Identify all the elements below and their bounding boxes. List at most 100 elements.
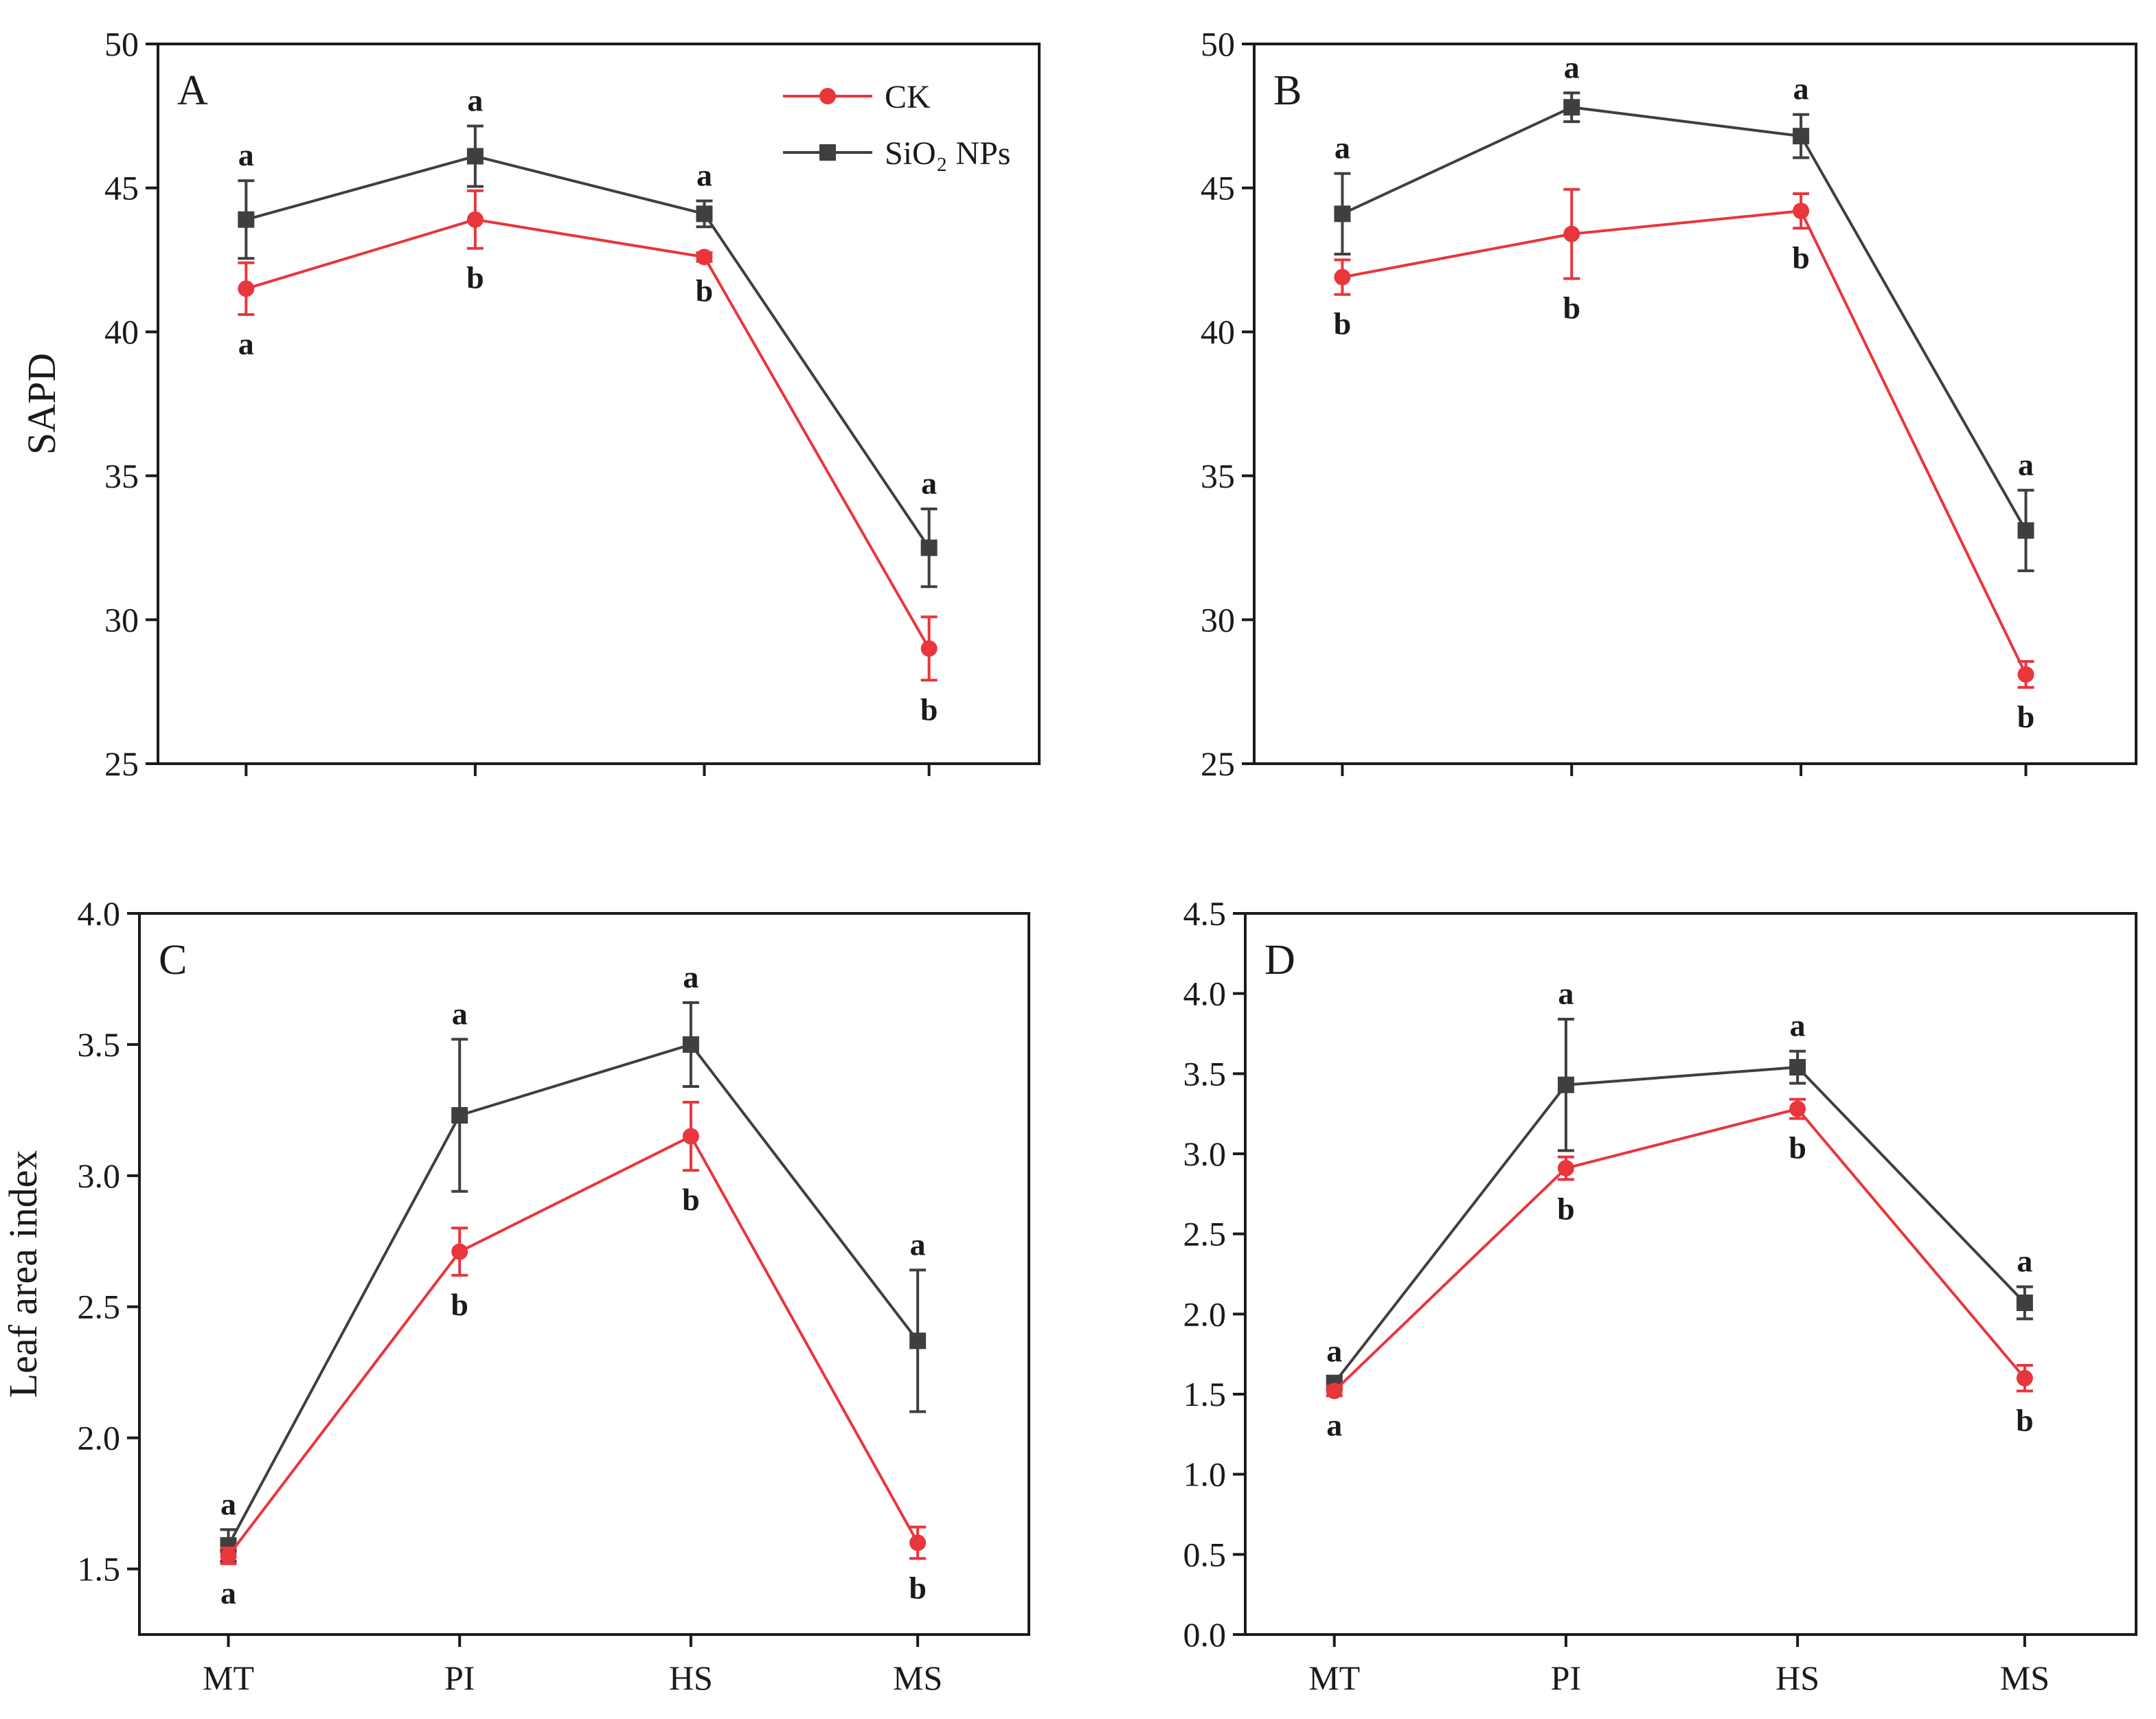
- ck-significance-label: b: [1789, 1130, 1806, 1165]
- panel-label: B: [1273, 67, 1302, 114]
- ck-significance-label: a: [1326, 1407, 1342, 1442]
- ck-significance-label: b: [2017, 699, 2035, 734]
- y-tick-label: 1.0: [1183, 1455, 1227, 1494]
- y-axis-title: SAPD: [19, 353, 64, 455]
- ck-point: [1334, 269, 1351, 286]
- y-tick-label: 2.0: [1183, 1295, 1227, 1333]
- ck-point: [920, 640, 938, 657]
- sio2-significance-label: a: [220, 1486, 236, 1521]
- x-tick-label: MS: [2000, 1659, 2050, 1697]
- panel-a: 25 30 35 40 45 50 SAPD Aa a a a a b b b: [19, 25, 1041, 783]
- x-tick-label: PI: [444, 1659, 475, 1697]
- y-tick-label: 3.0: [78, 1157, 121, 1195]
- ck-point: [2017, 666, 2034, 683]
- sio2-significance-label: a: [1326, 1333, 1342, 1368]
- ck-significance-label: b: [466, 260, 484, 295]
- y-tick-label: 0.5: [1183, 1535, 1227, 1573]
- ck-significance-label: a: [220, 1575, 236, 1610]
- y-tick-label: 25: [1201, 744, 1235, 783]
- x-tick-label: HS: [669, 1659, 713, 1697]
- ck-point: [1326, 1382, 1343, 1400]
- panel-label: C: [159, 937, 187, 983]
- sio2-point: [2017, 522, 2034, 539]
- ck-significance-label: b: [682, 1182, 700, 1217]
- sio2-significance-label: a: [1335, 130, 1350, 166]
- plot-frame: [1253, 43, 2137, 765]
- legend-sio2-label: SiO₂ NPs: [885, 135, 1010, 172]
- sio2-point: [1334, 205, 1351, 223]
- ck-point: [1563, 225, 1580, 242]
- panel-label: A: [177, 67, 208, 114]
- ck-series-line: [227, 1134, 919, 1557]
- sio2-significance-label: a: [1790, 1008, 1806, 1043]
- y-tick-label: 4.0: [78, 894, 121, 933]
- ck-point: [682, 1128, 699, 1145]
- x-tick-label: MS: [893, 1659, 942, 1697]
- sio2-series-line: [1341, 106, 2028, 532]
- plot-frame: [138, 912, 1030, 1636]
- sio2-point: [2016, 1295, 2033, 1311]
- ck-point: [1557, 1160, 1574, 1176]
- sio2-significance-label: a: [1564, 49, 1580, 84]
- panel-label: D: [1264, 937, 1295, 983]
- y-tick-label: 4.0: [1183, 975, 1227, 1013]
- y-tick-label: 1.5: [78, 1550, 121, 1589]
- y-axis-title: Leaf area index: [1, 1150, 45, 1398]
- sio2-series-line: [1333, 1065, 2026, 1384]
- y-tick-label: 3.5: [78, 1025, 121, 1064]
- sio2-significance-label: a: [1558, 976, 1574, 1011]
- x-tick-label: MT: [203, 1659, 254, 1697]
- sio2-series-line: [245, 155, 931, 549]
- sio2-significance-label: a: [2017, 1244, 2032, 1279]
- ck-significance-label: b: [1334, 306, 1352, 341]
- y-tick-label: 2.5: [78, 1288, 121, 1326]
- sio2-significance-label: a: [696, 157, 712, 192]
- ck-significance-label: b: [1557, 1191, 1575, 1226]
- ck-significance-label: a: [238, 326, 254, 361]
- plot-frame: [157, 43, 1041, 765]
- ck-significance-label: b: [451, 1287, 468, 1322]
- panel-d: 0.0 0.5 1.0 1.5 2.0 2.5 3.0 3.5 4.0 4.5 MT PI HS MS Da…: [1183, 894, 2137, 1697]
- legend: CK SiO₂ NPs: [783, 79, 1010, 172]
- x-tick-label: MT: [1308, 1659, 1360, 1697]
- sio2-significance-label: a: [1793, 71, 1809, 106]
- legend-ck-label: CK: [885, 79, 931, 115]
- ck-significance-label: b: [1563, 291, 1580, 326]
- y-tick-label: 50: [1201, 25, 1235, 63]
- y-tick-label: 35: [104, 457, 139, 495]
- y-tick-label: 40: [1201, 312, 1235, 351]
- sio2-significance-label: a: [452, 996, 468, 1031]
- ck-point: [2016, 1369, 2033, 1387]
- legend-sio2-marker: [819, 144, 836, 161]
- legend-ck-marker: [819, 88, 836, 104]
- sio2-point: [1563, 99, 1580, 116]
- ck-significance-label: b: [2016, 1402, 2034, 1437]
- ck-point: [909, 1534, 927, 1551]
- panel-c: 1.5 2.0 2.5 3.0 3.5 4.0 MT PI HS MS Leaf area inde…: [1, 894, 1030, 1697]
- ck-significance-label: b: [920, 692, 938, 727]
- sio2-significance-label: a: [238, 137, 254, 172]
- ck-series-line: [1333, 1107, 2026, 1392]
- y-tick-label: 45: [1201, 169, 1235, 207]
- y-tick-label: 45: [104, 169, 139, 207]
- sio2-point: [451, 1107, 468, 1124]
- y-tick-label: 25: [104, 744, 139, 783]
- plot-frame: [1244, 912, 2137, 1636]
- ck-point: [451, 1243, 468, 1260]
- y-tick-label: 50: [104, 25, 139, 63]
- y-tick-label: 40: [104, 312, 139, 351]
- y-tick-label: 3.5: [1183, 1054, 1227, 1093]
- ck-significance-label: b: [909, 1570, 927, 1605]
- sio2-point: [1793, 128, 1810, 145]
- y-tick-label: 3.0: [1183, 1135, 1227, 1173]
- sio2-point: [1557, 1076, 1574, 1093]
- sio2-point: [466, 148, 484, 165]
- ck-point: [238, 280, 255, 297]
- y-tick-label: 2.0: [78, 1419, 121, 1457]
- x-tick-label: PI: [1551, 1659, 1581, 1697]
- ck-point: [220, 1547, 237, 1564]
- sio2-point: [920, 539, 938, 556]
- sio2-point: [1789, 1059, 1806, 1075]
- ck-point: [1793, 203, 1810, 220]
